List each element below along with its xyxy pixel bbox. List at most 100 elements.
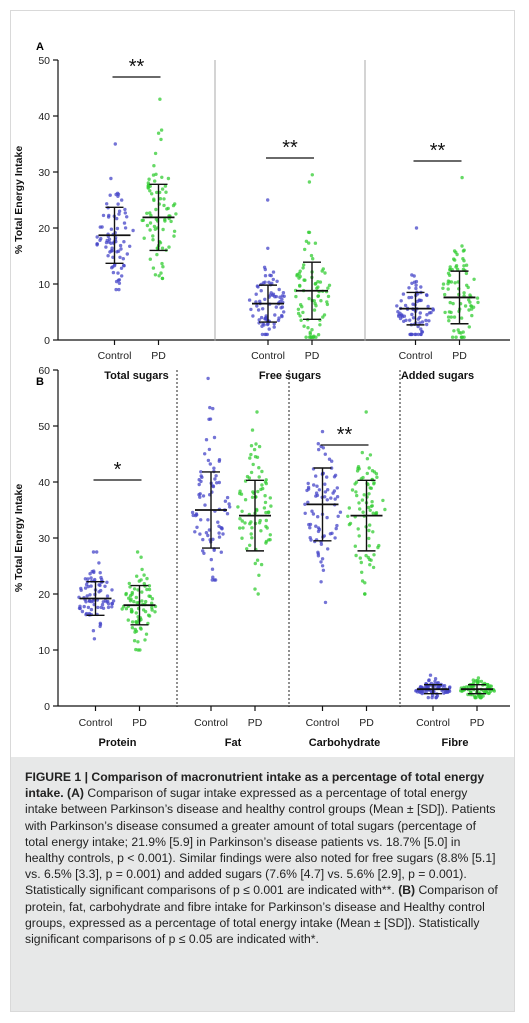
data-point [487,691,491,695]
data-point [240,519,244,523]
data-point [264,510,268,515]
data-point [250,526,254,530]
data-point [142,573,146,577]
data-point [281,291,286,295]
data-point [277,316,281,320]
data-point [462,335,466,339]
y-tick-label: 10 [38,279,50,291]
data-point [260,332,265,337]
data-point [325,498,329,502]
data-point [162,203,166,208]
data-point [410,273,414,277]
data-point [130,609,134,613]
data-point [150,601,154,605]
data-point [414,226,419,230]
data-point [333,536,337,540]
caption-a-text: Comparison of sugar intake expressed as … [25,786,496,898]
data-point [449,315,453,319]
data-point [105,580,109,584]
data-point [459,331,463,335]
y-tick-label: 30 [38,167,50,179]
data-point [442,691,446,695]
data-point [265,526,269,530]
data-point [130,620,135,624]
data-point [153,151,158,156]
data-point [204,438,209,442]
data-point [159,137,163,142]
data-point [321,446,325,450]
data-point [451,301,455,306]
data-point [425,313,429,317]
data-point [333,497,337,501]
data-point [321,267,325,271]
data-point [146,181,150,185]
data-point [354,490,358,494]
data-point [319,560,323,564]
data-point [123,226,128,230]
data-point [249,470,254,475]
data-point [211,575,215,579]
y-tick-label: 50 [38,421,50,433]
data-point [366,505,371,510]
data-point [151,234,155,238]
data-point [316,333,321,337]
data-point [109,241,113,245]
data-point [97,561,101,565]
data-point [307,230,312,235]
data-point [441,286,445,290]
data-point [262,506,267,510]
data-point [368,563,372,567]
data-point [151,266,156,270]
data-point [152,224,157,229]
data-point [326,488,330,492]
data-point [426,695,430,700]
data-point [91,550,96,554]
data-point [475,296,480,300]
data-point [260,483,264,487]
data-point [155,252,159,257]
data-point [361,510,365,514]
x-tick-label: PD [452,350,467,362]
data-point [304,239,309,243]
data-point [169,219,173,224]
data-point [325,300,329,304]
data-point [256,592,260,596]
data-point [174,212,178,216]
data-point [151,238,155,242]
data-point [266,246,270,250]
data-point [370,469,375,473]
data-point [268,496,272,500]
data-point [376,545,380,550]
data-point [435,694,440,698]
data-point [311,512,316,516]
data-point [403,303,408,308]
data-point [459,316,464,320]
y-tick-label: 0 [44,335,50,347]
data-point [415,299,419,304]
data-point [461,249,466,253]
data-point [470,307,474,311]
x-tick-label: Control [251,350,285,362]
y-tick-label: 50 [38,55,50,67]
data-point [154,207,158,212]
y-tick-label: 30 [38,533,50,545]
data-point [160,175,164,179]
data-point [200,475,204,479]
data-point [80,609,85,614]
data-point [452,315,457,319]
data-point [263,500,268,505]
data-point [266,510,271,515]
data-point [331,491,335,495]
data-point [164,190,168,194]
y-tick-label: 40 [38,111,50,123]
data-point [323,271,327,275]
data-point [217,480,221,485]
data-point [311,335,316,339]
data-point [154,172,158,176]
data-point [107,213,111,218]
data-point [152,164,156,168]
group-label: Free sugars [259,370,321,382]
data-point [450,335,455,339]
figure-caption: FIGURE 1 | Comparison of macronutrient i… [10,757,515,1012]
y-tick-label: 10 [38,645,50,657]
